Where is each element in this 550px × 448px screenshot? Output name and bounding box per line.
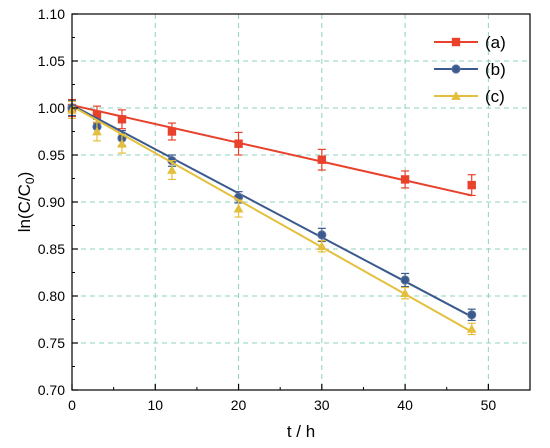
data-point bbox=[466, 324, 477, 333]
y-tick-label: 0.75 bbox=[38, 335, 65, 351]
y-tick-label: 0.85 bbox=[38, 241, 65, 257]
x-tick-label: 10 bbox=[147, 397, 163, 413]
data-point bbox=[167, 127, 177, 136]
y-tick-label: 0.95 bbox=[38, 147, 65, 163]
data-point bbox=[467, 310, 477, 320]
x-tick-label: 30 bbox=[314, 397, 330, 413]
y-tick-label: 0.90 bbox=[38, 194, 65, 210]
data-point bbox=[92, 126, 102, 136]
data-point bbox=[451, 64, 461, 74]
fit-line bbox=[71, 104, 473, 318]
y-axis-title-main: ln(C/C bbox=[15, 184, 34, 232]
grid bbox=[72, 14, 530, 390]
legend-item: (c) bbox=[434, 87, 505, 106]
data-point bbox=[400, 275, 410, 285]
data-point bbox=[400, 288, 410, 298]
data-point bbox=[167, 165, 177, 174]
fit-line bbox=[71, 105, 473, 333]
y-tick-label: 1.00 bbox=[38, 100, 65, 116]
y-tick-label: 1.05 bbox=[38, 53, 65, 69]
series-layer bbox=[67, 98, 477, 336]
data-point bbox=[92, 110, 102, 119]
data-point bbox=[451, 37, 461, 47]
y-axis-title-close: ) bbox=[15, 172, 34, 178]
data-point bbox=[233, 203, 244, 213]
y-axis-title: ln(C/C0) bbox=[15, 172, 37, 233]
data-point bbox=[317, 155, 327, 164]
legend-label: (b) bbox=[485, 60, 506, 79]
x-tick-label: 40 bbox=[397, 397, 413, 413]
y-tick-label: 0.70 bbox=[38, 382, 65, 398]
x-tick-label: 0 bbox=[68, 397, 76, 413]
fit-line bbox=[71, 104, 472, 197]
legend-item: (b) bbox=[434, 60, 506, 79]
data-point bbox=[117, 115, 127, 124]
series-2 bbox=[67, 99, 477, 322]
x-tick-label: 50 bbox=[481, 397, 497, 413]
data-point bbox=[400, 175, 410, 184]
series-3 bbox=[67, 100, 477, 336]
series-1 bbox=[67, 98, 476, 197]
data-point bbox=[317, 230, 327, 240]
legend: (a) (b) (c) bbox=[434, 33, 506, 106]
axis-ticks: 0 10 20 30 40 50 0.70 0.75 0.80 0.85 0.90 0.95 1.00 1… bbox=[38, 6, 497, 413]
data-point bbox=[467, 180, 476, 190]
legend-label: (a) bbox=[485, 33, 506, 52]
data-point bbox=[451, 91, 461, 100]
data-point bbox=[316, 241, 327, 251]
x-tick-label: 20 bbox=[231, 397, 247, 413]
y-tick-label: 0.80 bbox=[38, 288, 65, 304]
legend-item: (a) bbox=[434, 33, 506, 52]
y-tick-label: 1.10 bbox=[38, 6, 65, 22]
x-axis-title: t / h bbox=[287, 422, 315, 441]
data-point bbox=[234, 139, 243, 148]
legend-label: (c) bbox=[485, 87, 505, 106]
data-point bbox=[117, 138, 127, 148]
y-axis-title-subscript: 0 bbox=[23, 177, 37, 184]
